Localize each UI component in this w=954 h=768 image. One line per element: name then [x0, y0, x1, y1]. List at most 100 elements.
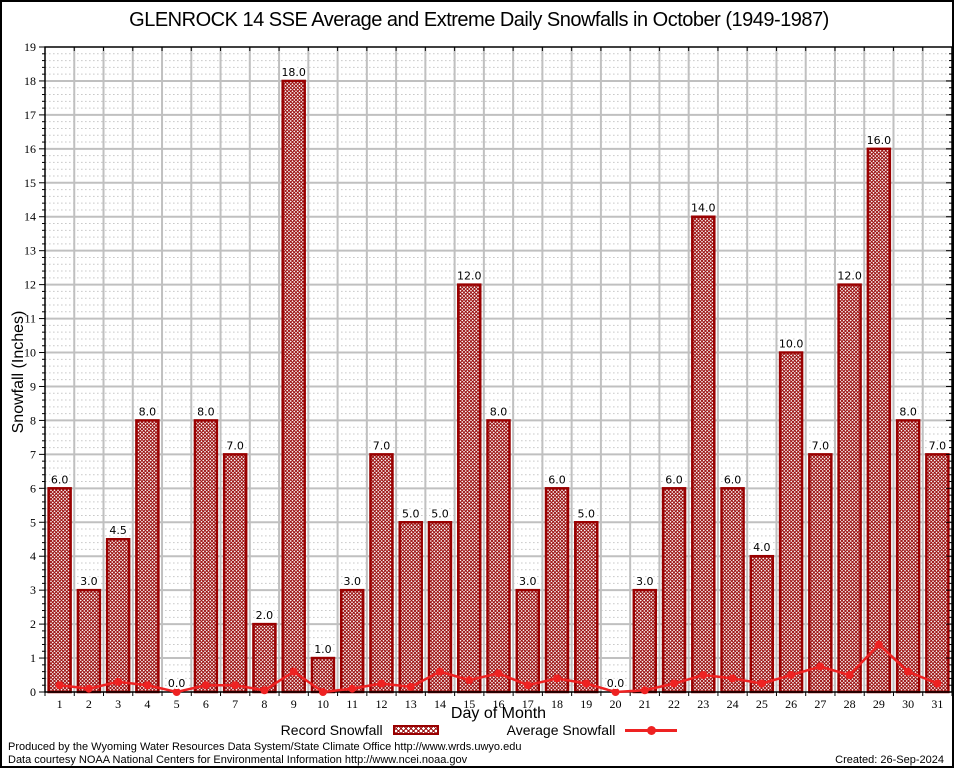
bar-value-label: 3.0 — [343, 575, 361, 588]
record-bar — [720, 487, 745, 694]
x-tick-label: 2 — [86, 697, 92, 711]
record-bar — [135, 419, 160, 694]
average-point — [435, 667, 444, 676]
x-tick-label: 28 — [844, 697, 856, 711]
x-tick-label: 3 — [115, 697, 121, 711]
x-tick-label: 10 — [317, 697, 329, 711]
x-axis-label: Day of Month — [450, 705, 547, 722]
average-point — [318, 688, 327, 696]
record-bar — [486, 419, 511, 694]
y-tick-label: 7 — [30, 447, 36, 461]
x-tick-label: 17 — [522, 697, 534, 711]
average-point — [201, 681, 210, 690]
chart-legend: Record Snowfall Average Snowfall — [2, 722, 952, 738]
bar-value-label: 14.0 — [691, 202, 716, 215]
legend-average-label: Average Snowfall — [506, 722, 616, 738]
record-snowfall-swatch-icon — [392, 725, 439, 735]
chart-title: GLENROCK 14 SSE Average and Extreme Dail… — [129, 9, 829, 31]
y-tick-label: 4 — [30, 549, 36, 563]
record-bar — [369, 453, 394, 694]
record-bar — [749, 554, 775, 694]
x-tick-label: 6 — [203, 697, 209, 711]
bar-value-label: 8.0 — [490, 405, 508, 418]
x-tick-label: 14 — [434, 697, 446, 711]
y-tick-label: 9 — [30, 379, 36, 393]
average-snowfall-line — [55, 640, 942, 696]
average-point — [933, 679, 942, 688]
y-tick-label: 1 — [30, 651, 36, 665]
y-tick-label: 0 — [30, 685, 36, 699]
y-tick-label: 19 — [24, 40, 36, 54]
record-snowfall-bars — [47, 79, 950, 694]
average-point — [143, 681, 152, 690]
average-point — [757, 679, 766, 688]
record-bar — [222, 453, 248, 694]
footer-created-date: Created: 26-Sep-2024 — [835, 754, 944, 766]
bar-value-label: 12.0 — [457, 270, 482, 283]
bar-value-label: 3.0 — [80, 575, 98, 588]
bar-value-label: 7.0 — [226, 439, 244, 452]
x-tick-label: 20 — [610, 697, 622, 711]
bar-value-label: 8.0 — [139, 405, 157, 418]
record-bar — [193, 419, 219, 694]
y-tick-label: 2 — [30, 617, 36, 631]
record-bar — [632, 588, 658, 694]
average-point — [114, 677, 123, 686]
bar-value-label: 2.0 — [256, 609, 274, 622]
bar-value-label: 18.0 — [281, 66, 306, 79]
legend-record-label: Record Snowfall — [280, 722, 383, 738]
average-point — [406, 682, 415, 691]
average-point — [260, 686, 269, 695]
x-tick-label: 30 — [902, 697, 914, 711]
y-tick-label: 10 — [24, 346, 36, 360]
record-bar — [866, 147, 892, 694]
average-point — [670, 679, 679, 688]
plot-border — [44, 46, 952, 693]
x-tick-label: 8 — [261, 697, 267, 711]
legend-item-record-snowfall: Record Snowfall — [281, 722, 439, 738]
record-bar — [778, 351, 804, 694]
bar-value-label: 7.0 — [373, 439, 391, 452]
record-bar — [574, 521, 599, 694]
y-tick-label: 16 — [24, 142, 36, 156]
record-bar — [456, 283, 482, 694]
bar-value-label: 5.0 — [431, 507, 449, 520]
average-point — [787, 671, 796, 680]
record-bar — [837, 283, 862, 694]
bar-value-label: 6.0 — [51, 473, 69, 486]
bar-value-label: 8.0 — [899, 405, 917, 418]
y-tick-label: 3 — [30, 583, 36, 597]
record-bar — [895, 419, 921, 694]
y-tick-label: 8 — [30, 413, 36, 427]
x-tick-label: 21 — [639, 697, 651, 711]
record-bar — [105, 537, 131, 694]
record-bar — [691, 215, 716, 694]
average-point — [611, 688, 620, 696]
average-point — [582, 679, 591, 688]
bar-value-label: 6.0 — [548, 473, 566, 486]
average-point — [904, 667, 913, 676]
y-tick-label: 5 — [30, 515, 36, 529]
average-point — [289, 667, 298, 676]
y-tick-label: 14 — [24, 210, 36, 224]
x-tick-label: 5 — [174, 697, 180, 711]
axis-ticks — [39, 46, 952, 696]
bar-value-label: 4.0 — [753, 541, 771, 554]
record-bar — [398, 521, 423, 694]
bar-value-label: 8.0 — [197, 405, 215, 418]
x-tick-label: 31 — [931, 697, 943, 711]
x-tick-label: 4 — [144, 697, 150, 711]
record-bar — [544, 487, 570, 694]
footer-data-courtesy: Data courtesy NOAA National Centers for … — [8, 754, 468, 766]
y-tick-label: 13 — [24, 244, 36, 258]
average-point — [874, 640, 883, 649]
footer-produced-by: Produced by the Wyoming Water Resources … — [8, 741, 522, 753]
average-point — [172, 688, 181, 696]
y-axis-label: Snowfall (Inches) — [10, 310, 27, 434]
x-tick-label: 16 — [493, 697, 505, 711]
bar-value-label: 5.0 — [402, 507, 420, 520]
bar-value-label: 5.0 — [578, 507, 596, 520]
average-point — [845, 671, 854, 680]
